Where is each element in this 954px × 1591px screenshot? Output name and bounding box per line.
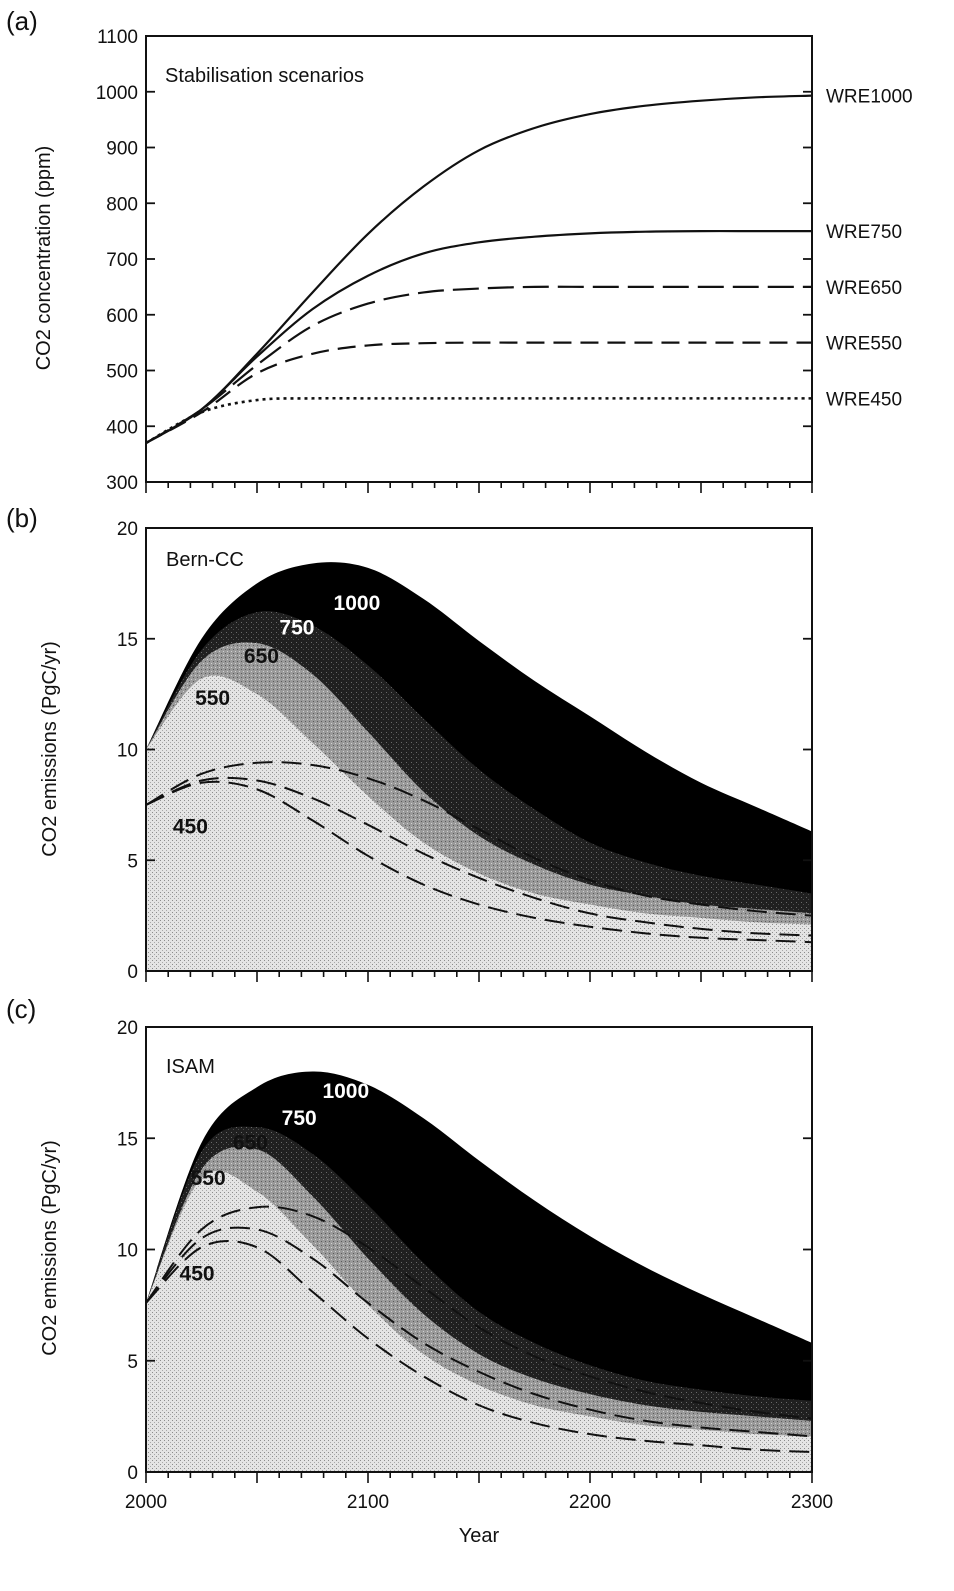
panel-c-frame [145,1026,813,1473]
series-end-label-wre450: WRE450 [826,389,902,410]
series-line-wre750 [145,229,812,444]
band-550 [146,675,812,971]
y-tick-label: 10 [117,741,138,762]
y-tick-label: 400 [106,417,138,438]
dashed-line-1 [145,1205,813,1420]
y-tick-label: 900 [106,139,138,160]
y-tick-label: 5 [127,1352,138,1373]
band-550 [146,1170,812,1472]
y-tick-label: 10 [117,1241,138,1262]
series-end-label-wre1000: WRE1000 [826,87,913,108]
y-tick-label: 20 [117,1018,138,1039]
dashed-line-3 [145,780,813,944]
y-tick-label: 20 [117,519,138,540]
band-label-450: 450 [180,1263,215,1286]
y-tick-label: 15 [117,630,138,651]
panel-b-label: (b) [6,503,38,533]
band-label-450: 450 [173,816,208,839]
band-label-750: 750 [279,616,314,639]
panel-b-ylabel: CO2 emissions (PgC/yr) [39,641,61,857]
panel-c-ylabel: CO2 emissions (PgC/yr) [39,1140,61,1356]
series-line-wre550 [145,341,812,444]
x-tick-label: 2000 [125,1492,167,1513]
panel-a-ylabel-group: CO2 concentration (ppm) [33,146,55,371]
y-tick-label: 500 [106,362,138,383]
y-tick-label: 1000 [96,83,138,104]
panel-c-ylabel-group: CO2 emissions (PgC/yr) [39,1140,61,1356]
y-tick-label: 0 [127,962,138,983]
panel-b: (b) Bern-CC CO2 emissions (PgC/yr) 1000 7… [6,503,813,983]
x-tick-label: 2300 [791,1492,833,1513]
panel-a-ylabel: CO2 concentration (ppm) [33,146,55,371]
y-tick-label: 800 [106,194,138,215]
y-tick-label: 5 [127,851,138,872]
dashed-line-2 [145,1226,813,1438]
series-line-wre450 [145,396,812,445]
band-label-1000: 1000 [322,1080,369,1103]
band-label-650: 650 [233,1131,268,1154]
panel-a: (a) Stabilisation scenarios CO2 concentr… [6,6,913,494]
panel-c-inner-label: ISAM [166,1056,215,1078]
panel-a-label: (a) [6,6,38,36]
band-label-1000: 1000 [334,592,381,615]
y-tick-label: 1100 [97,27,138,48]
y-tick-label: 600 [106,306,138,327]
panel-b-inner-label: Bern-CC [166,549,244,571]
y-tick-label: 700 [106,250,138,271]
x-tick-label: 2100 [347,1492,389,1513]
panel-a-inner-label: Stabilisation scenarios [165,65,364,87]
x-tick-label: 2200 [569,1492,611,1513]
series-end-label-wre650: WRE650 [826,278,902,299]
panel-c-xlabel: Year [459,1525,500,1547]
series-line-wre650 [145,285,812,444]
panel-b-frame [145,527,813,972]
band-label-650: 650 [244,645,279,668]
y-tick-label: 0 [127,1463,138,1484]
series-end-label-wre550: WRE550 [826,334,902,355]
band-label-550: 550 [195,687,230,710]
series-line-wre1000 [145,94,813,444]
band-label-550: 550 [191,1167,226,1190]
dashed-line-2 [145,776,813,937]
panel-b-ylabel-group: CO2 emissions (PgC/yr) [39,641,61,857]
panel-a-plot: WRE1000 WRE750 WRE650 WRE550 WRE450 300 400 500… [96,27,913,494]
series-end-label-wre750: WRE750 [826,222,902,243]
panel-a-frame [145,35,813,483]
panel-c-label: (c) [6,994,36,1024]
y-tick-label: 300 [106,473,138,494]
y-tick-label: 15 [117,1129,138,1150]
band-label-750: 750 [282,1107,317,1130]
dashed-line-1 [145,761,813,917]
